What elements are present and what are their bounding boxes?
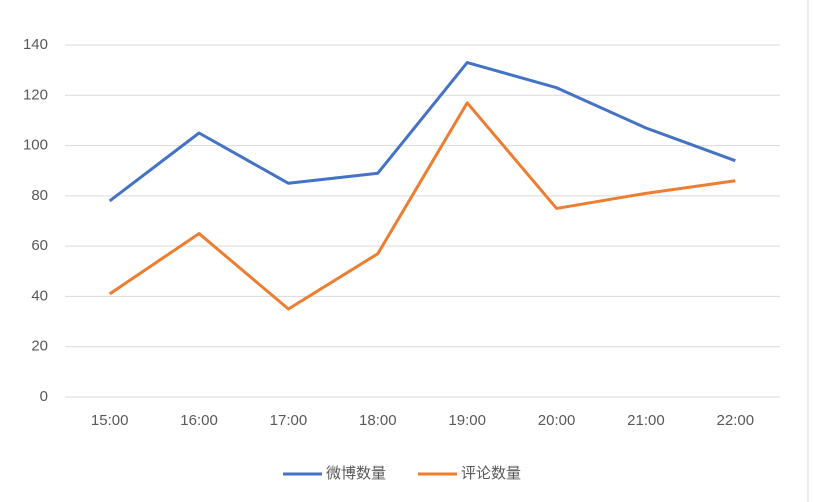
y-tick-label: 60	[31, 237, 48, 254]
x-tick-label: 16:00	[180, 412, 218, 429]
x-tick-label: 21:00	[627, 412, 665, 429]
y-tick-label: 20	[31, 338, 48, 355]
x-tick-label: 20:00	[538, 412, 576, 429]
y-tick-label: 140	[23, 36, 48, 53]
y-tick-label: 0	[40, 388, 48, 405]
line	[108, 61, 736, 203]
y-tick-label: 100	[23, 137, 48, 154]
x-tick-label: 22:00	[717, 412, 755, 429]
y-tick-label: 120	[23, 86, 48, 103]
y-tick-label: 40	[31, 287, 48, 304]
x-tick-label: 19:00	[448, 412, 486, 429]
line	[108, 101, 736, 311]
x-tick-label: 18:00	[359, 412, 397, 429]
legend-label: 微博数量	[326, 465, 386, 482]
x-tick-label: 17:00	[270, 412, 308, 429]
legend-label: 评论数量	[461, 465, 521, 482]
x-tick-label: 15:00	[91, 412, 129, 429]
y-tick-label: 80	[31, 187, 48, 204]
